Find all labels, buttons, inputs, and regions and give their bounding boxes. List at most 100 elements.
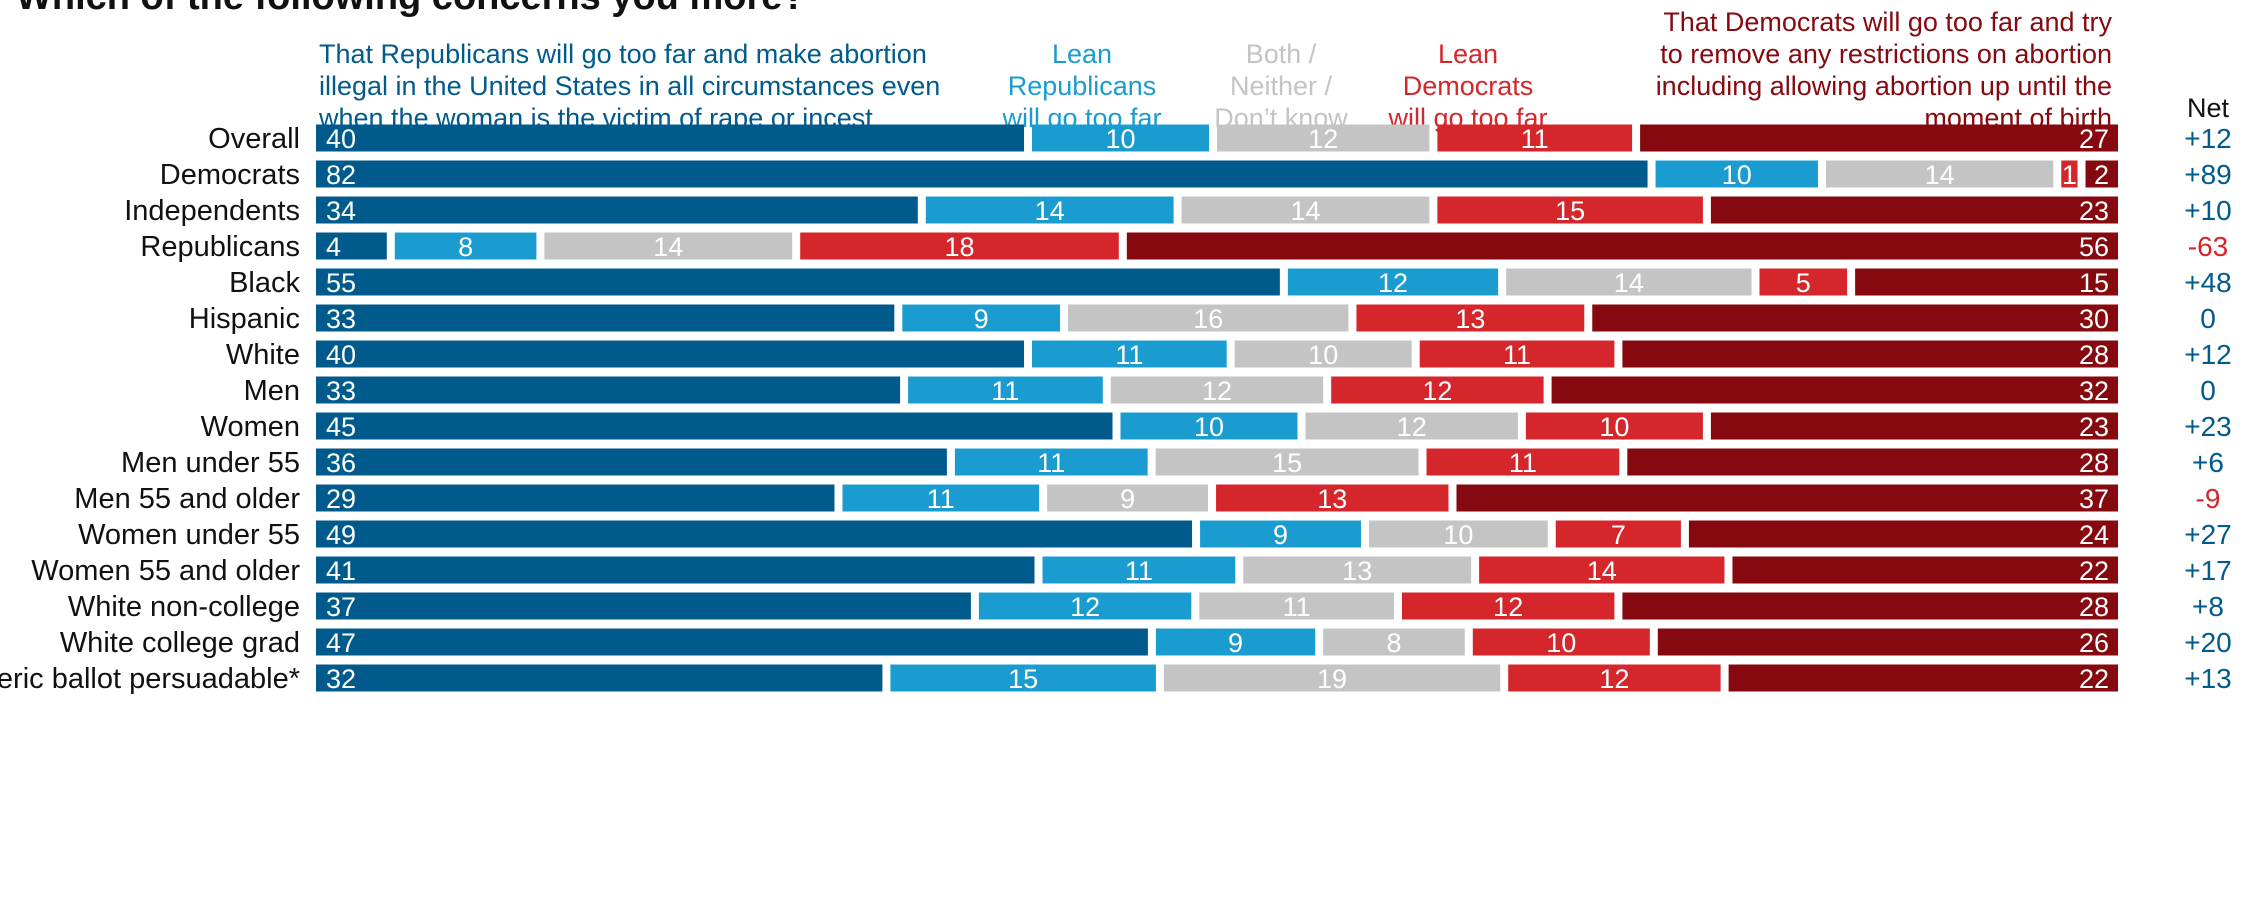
segment-value-label: 12 [1202,376,1232,406]
header-dem-too-far-line: That Democrats will go too far and try [1663,7,2112,37]
bar-segment-rep_far [316,268,1280,296]
bar-segment-lean_rep [902,304,1061,332]
header-lean-rep-line: Republicans [1008,71,1157,101]
column-headers: That Republicans will go too far and mak… [318,7,2229,133]
bar-segment-neither [1368,520,1548,548]
bar-segment-dem_far [1456,484,2118,512]
segment-value-label: 29 [326,484,356,514]
segment-value-label: 12 [1422,376,1452,406]
chart-title: Which of the following concerns you more… [16,0,806,18]
net-value: -63 [2188,231,2228,262]
segment-value-label: 14 [1614,268,1644,298]
bar-segment-neither [1305,412,1518,440]
bar-segment-dem_far [2085,160,2118,188]
net-value: +17 [2184,555,2232,586]
net-value: +10 [2184,195,2232,226]
bar-row: Women under 55 49 9 10 7 24 +27 [78,519,2232,551]
bar-segment-lean_rep [1155,628,1316,656]
segment-value-label: 19 [1317,664,1347,694]
segment-value-label: 1 [2062,160,2077,190]
bar-row: Independents 34 14 14 15 23 +10 [124,195,2232,227]
bar-segment-rep_far [316,520,1193,548]
segment-value-label: 41 [326,556,356,586]
bar-segment-dem_far [1551,376,2118,404]
bar-segment-dem_far [1640,124,2118,152]
segment-value-label: 30 [2079,304,2109,334]
header-rep-too-far-line: That Republicans will go too far and mak… [319,39,927,69]
segment-value-label: 9 [1120,484,1135,514]
bar-segment-neither [1155,448,1419,476]
bar-segment-lean_dem [800,232,1119,260]
segment-value-label: 22 [2079,664,2109,694]
bar-row: White college grad 47 9 8 10 26 +20 [60,627,2232,659]
net-value: +12 [2184,339,2232,370]
segment-value-label: 14 [1035,196,1065,226]
segment-value-label: 15 [2079,268,2109,298]
row-label: Black [229,267,300,299]
bar-segment-rep_far [316,124,1024,152]
segment-value-label: 9 [974,304,989,334]
segment-value-label: 13 [1455,304,1485,334]
row-label: Men under 55 [121,447,300,479]
bar-segment-lean_rep [1200,520,1361,548]
bar-segment-rep_far [316,628,1148,656]
segment-value-label: 10 [1308,340,1338,370]
bar-segment-dem_far [1657,628,2118,656]
segment-value-label: 24 [2079,520,2109,550]
segment-value-label: 12 [1599,664,1629,694]
segment-value-label: 36 [326,448,356,478]
bar-segment-rep_far [316,196,918,224]
bar-segment-dem_far [1126,232,2118,260]
header-rep-too-far: That Republicans will go too far and mak… [318,39,940,133]
bar-row: White non-college 37 12 11 12 28 +8 [68,591,2224,623]
net-value: +48 [2184,267,2232,298]
segment-value-label: 13 [1342,556,1372,586]
bar-row: eric ballot persuadable* 32 15 19 12 22 +13 [0,663,2232,695]
bar-segment-dem_far [1627,448,2118,476]
bar-segment-rep_far [316,484,835,512]
header-neither: Both / Neither / Don’t know [1214,39,1348,133]
bar-segment-dem_far [1732,556,2118,584]
segment-value-label: 11 [1521,124,1549,154]
header-lean-rep: Lean Republicans will go too far [1001,39,1161,133]
segment-value-label: 11 [1509,448,1537,478]
segment-value-label: 15 [1008,664,1038,694]
segment-value-label: 9 [1228,628,1243,658]
row-label: Men 55 and older [74,483,300,515]
net-value: -9 [2196,483,2221,514]
segment-value-label: 5 [1796,268,1811,298]
segment-value-label: 10 [1546,628,1576,658]
bar-segment-rep_far [316,592,971,620]
bar-segment-lean_rep [890,664,1156,692]
segment-value-label: 11 [1283,592,1311,622]
segment-value-label: 16 [1193,304,1223,334]
bar-segment-lean_dem [1479,556,1725,584]
header-dem-too-far: That Democrats will go too far and try to… [1656,7,2113,133]
segment-value-label: 56 [2079,232,2109,262]
segment-value-label: 10 [1194,412,1224,442]
header-dem-too-far-line: to remove any restrictions on abortion [1660,39,2112,69]
row-label: Democrats [160,159,300,191]
row-label: White college grad [60,627,300,659]
segment-value-label: 14 [1290,196,1320,226]
bar-segment-rep_far [316,340,1024,368]
segment-value-label: 22 [2079,556,2109,586]
segment-value-label: 14 [1587,556,1617,586]
bar-segment-lean_dem [1525,412,1703,440]
bar-segment-lean_dem [1426,448,1620,476]
bar-segment-rep_far [316,232,387,260]
segment-value-label: 10 [1599,412,1629,442]
bar-segment-neither [544,232,793,260]
bar-segment-lean_rep [925,196,1174,224]
bar-row: Democrats 82 10 14 1 2 +89 [160,159,2232,191]
segment-value-label: 12 [1308,124,1338,154]
row-label: Independents [124,195,300,227]
bar-row: Women 55 and older 41 11 13 14 22 +17 [31,555,2231,587]
bar-segment-lean_rep [908,376,1103,404]
bar-segment-lean_dem [1419,340,1615,368]
bar-segment-dem_far [1622,340,2118,368]
segment-value-label: 14 [1925,160,1955,190]
bar-segment-neither [1234,340,1412,368]
bar-row: Black 55 12 14 5 15 +48 [229,267,2232,299]
